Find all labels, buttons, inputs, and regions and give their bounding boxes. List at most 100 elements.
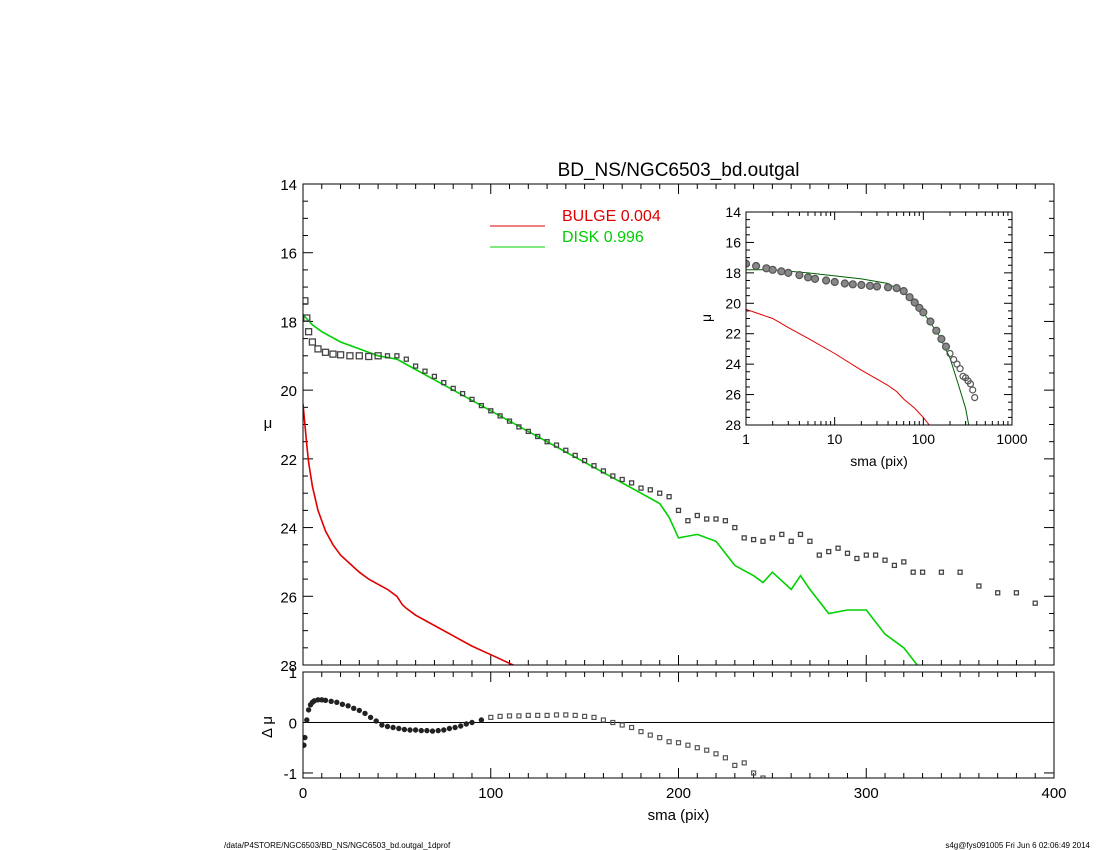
residual-point <box>694 745 700 751</box>
main-data-point <box>901 559 907 565</box>
main-data-point <box>779 531 785 538</box>
main-data-point <box>722 518 729 524</box>
main-data-point <box>638 485 644 491</box>
main-data-point <box>535 433 541 440</box>
inset-background <box>746 212 1012 425</box>
main-data-point <box>374 352 382 360</box>
residual-point <box>563 712 569 718</box>
inset-data-point <box>919 308 928 317</box>
main-data-point <box>478 402 485 409</box>
main-data-point <box>769 535 776 541</box>
main-ytick-label: 28 <box>280 658 297 675</box>
footer-filepath: /data/P4STORE/NGC6503/BD_NS/NGC6503_bd.o… <box>224 841 451 850</box>
residual-point <box>429 728 436 734</box>
main-data-point <box>303 297 309 305</box>
inset-data-point <box>946 349 954 358</box>
res-ytick-label: -1 <box>284 766 297 783</box>
residual-point <box>412 727 419 733</box>
main-data-point <box>336 351 345 359</box>
residual-point <box>303 734 308 741</box>
main-ylabel: μ <box>264 415 273 432</box>
residual-point <box>304 717 310 723</box>
main-ytick-label: 14 <box>280 177 297 194</box>
main-data-point <box>816 552 822 558</box>
residual-point <box>610 719 616 726</box>
residual-point <box>750 770 757 776</box>
main-ytick-label: 22 <box>280 452 297 469</box>
main-data-point <box>995 590 1001 596</box>
main-data-point <box>685 518 691 524</box>
inset-data-point <box>795 271 804 280</box>
residual-point <box>362 710 368 717</box>
residual-point <box>463 721 469 727</box>
residual-point <box>732 762 738 769</box>
residual-point <box>390 724 396 731</box>
main-data-point <box>365 352 373 361</box>
main-data-point <box>355 352 363 360</box>
residual-point <box>628 724 635 731</box>
main-data-point <box>750 536 757 543</box>
main-data-point <box>938 569 945 575</box>
inset-data-point <box>830 277 839 287</box>
inset-ytick-label: 18 <box>725 265 741 281</box>
inset-data-point <box>865 281 875 290</box>
residual-plot-area <box>303 697 766 778</box>
inset-data-point <box>905 293 914 302</box>
main-data-point <box>741 535 747 541</box>
inset-data-point <box>840 279 849 288</box>
main-data-point <box>976 583 982 589</box>
main-data-point <box>854 555 860 562</box>
main-data-point <box>704 516 710 522</box>
main-series-0-line <box>303 403 516 665</box>
main-profile-panel: 14 16 18 20 22 24 26 28 BD_NS/NGC6503_bd.outgal μ… <box>264 160 1055 675</box>
res-xtick-label: 0 <box>299 785 307 802</box>
inset-data-point <box>956 365 964 373</box>
inset-data-point <box>941 342 951 351</box>
inset-data-point <box>848 280 857 289</box>
main-data-point <box>957 569 963 575</box>
main-data-point <box>826 548 832 555</box>
residual-point <box>544 712 550 719</box>
inset-data-point <box>810 274 820 283</box>
inset-data-point <box>883 283 893 292</box>
inset-xtick-label: 100 <box>912 431 936 447</box>
main-data-point <box>694 512 700 519</box>
residual-point <box>647 732 653 738</box>
main-data-point <box>431 373 438 380</box>
inset-xlabel: sma (pix) <box>850 453 908 469</box>
main-data-point <box>1013 590 1020 596</box>
residual-point <box>497 713 503 720</box>
residual-point <box>488 714 494 721</box>
inset-ytick-label: 16 <box>725 234 741 250</box>
inset-data-point <box>899 287 908 296</box>
residual-point <box>591 714 597 721</box>
main-data-point <box>469 396 475 403</box>
residual-point <box>322 697 329 703</box>
main-data-point <box>488 408 494 414</box>
residual-point <box>435 727 441 734</box>
residual-point <box>446 725 453 732</box>
main-data-point <box>525 428 531 435</box>
inset-data-point <box>803 273 813 282</box>
main-data-point <box>760 538 766 544</box>
residual-point <box>328 698 334 704</box>
residual-frame <box>302 671 1055 779</box>
residual-point <box>506 713 513 719</box>
inset-data-point <box>821 276 831 285</box>
residual-point <box>619 722 625 728</box>
inset-ytick-label: 20 <box>725 295 741 311</box>
residual-point <box>553 712 560 718</box>
main-data-point <box>835 545 841 551</box>
inset-frame <box>745 211 1013 426</box>
res-xtick-label: 400 <box>1041 785 1066 802</box>
main-data-point <box>666 494 672 500</box>
inset-series-0-line <box>746 308 930 425</box>
main-data-point <box>572 452 578 459</box>
main-legend: BULGE 0.004 DISK 0.996 <box>490 208 661 248</box>
residual-point <box>367 714 374 721</box>
main-data-point <box>403 356 409 362</box>
main-data-point <box>581 457 588 464</box>
inset-data-point <box>926 317 935 326</box>
main-data-point <box>657 490 663 496</box>
main-data-point <box>863 552 869 558</box>
